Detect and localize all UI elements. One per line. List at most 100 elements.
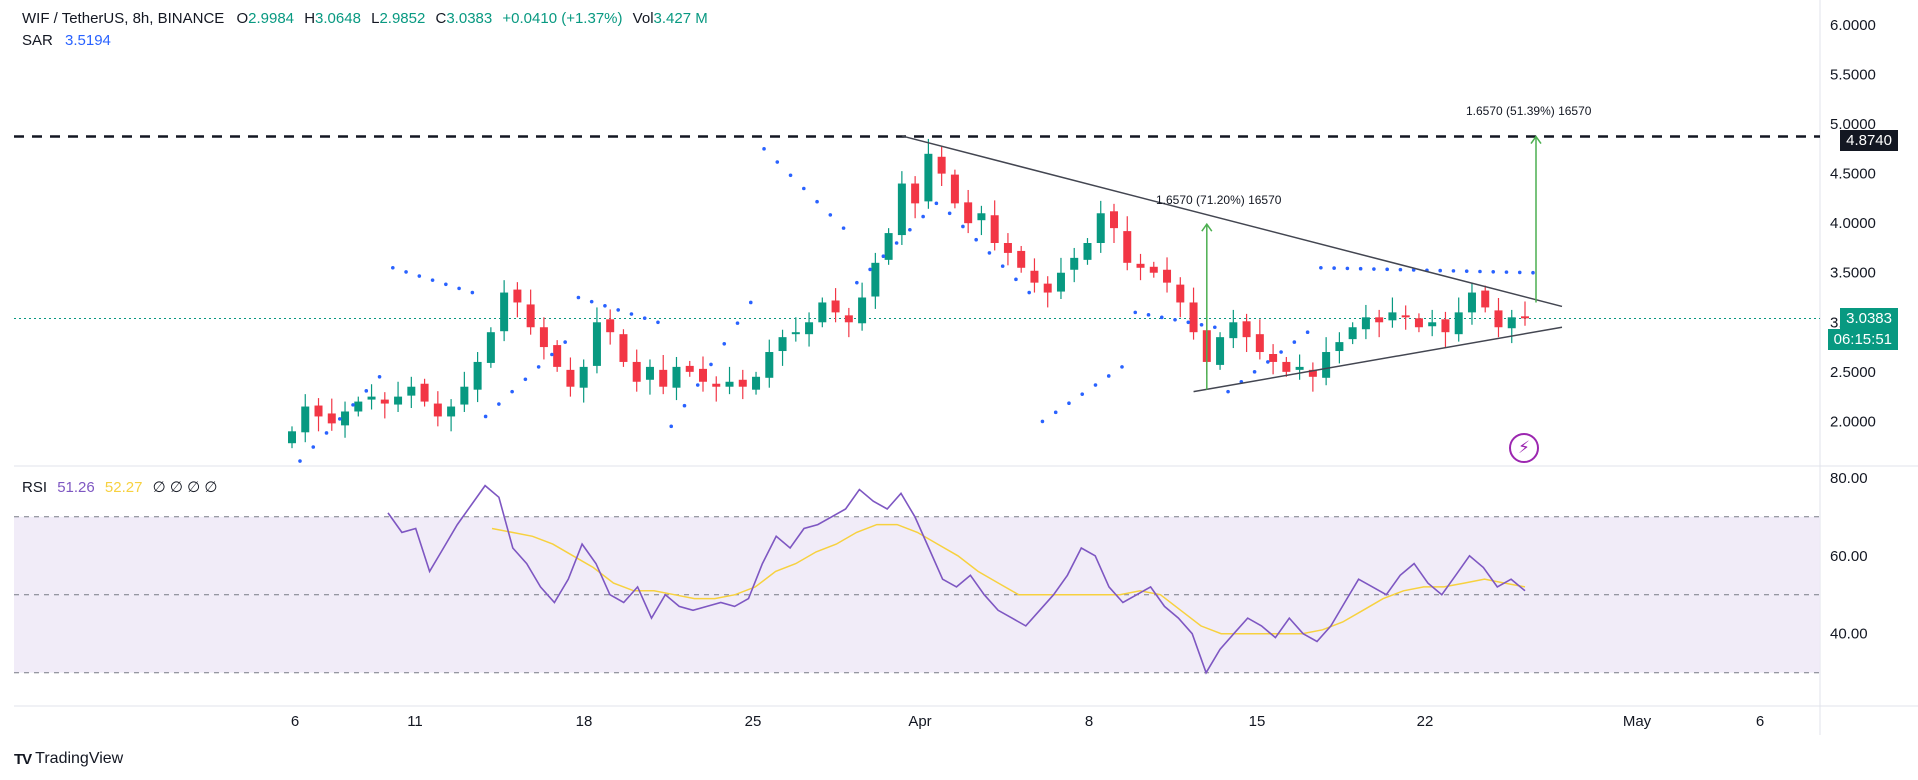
sar-dot	[1106, 374, 1111, 378]
sar-dot	[868, 267, 872, 272]
rsi-value: 51.26	[57, 479, 95, 496]
high-value: 3.0648	[315, 10, 361, 27]
sar-dot	[430, 278, 435, 282]
sar-dot	[510, 389, 514, 394]
candle-body	[1335, 342, 1344, 352]
price-tick-label: 4.5000	[1830, 166, 1876, 183]
sar-dot	[722, 341, 727, 346]
sar-dot	[709, 362, 713, 367]
sar-dot	[298, 459, 302, 463]
sar-dot	[404, 270, 408, 274]
candle-body	[1428, 322, 1437, 327]
sar-dot	[1040, 419, 1045, 424]
sar-dot	[1186, 320, 1191, 325]
candle-body	[897, 183, 906, 236]
candle-body	[433, 403, 442, 417]
sar-dot	[1027, 290, 1031, 295]
candle-body	[1308, 369, 1317, 377]
candle-body	[778, 337, 787, 352]
symbol-legend: WIF / TetherUS, 8h, BINANCE O2.9984 H3.0…	[22, 10, 708, 27]
rsi-ma-value: 52.27	[104, 479, 143, 496]
sar-dot	[682, 403, 687, 408]
candle-body	[685, 365, 694, 372]
low-label: L	[371, 10, 380, 27]
sar-dot	[391, 265, 395, 270]
high-label: H	[304, 10, 316, 27]
sar-dot	[1014, 277, 1018, 282]
sar-dot	[788, 173, 793, 178]
candle-body	[1096, 213, 1105, 243]
candle-body	[805, 322, 814, 335]
sar-dot	[987, 251, 992, 255]
candle-body	[950, 174, 959, 204]
candle-body	[619, 334, 628, 362]
candle-body	[1083, 243, 1092, 260]
sar-dot	[629, 312, 634, 316]
candle-body	[327, 413, 336, 424]
sar-dot	[1067, 401, 1071, 406]
open-label: O	[236, 10, 249, 27]
candle-body	[672, 366, 681, 388]
candle-body	[1521, 316, 1529, 319]
candle-body	[1348, 327, 1357, 340]
sar-dot	[324, 431, 329, 435]
rsi-label: RSI	[22, 479, 48, 496]
sar-dot	[377, 375, 382, 379]
candle-body	[553, 345, 562, 367]
sar-dot	[470, 290, 475, 295]
candle-body	[1375, 317, 1384, 323]
sar-dot	[642, 316, 647, 320]
sar-dot	[735, 321, 740, 325]
candle-body	[1361, 317, 1370, 330]
change-value: +0.0410 (+1.37%)	[502, 10, 623, 27]
candle-body	[1110, 211, 1118, 229]
open-value: 2.9984	[248, 10, 295, 27]
candle-body	[1056, 272, 1065, 292]
candle-body	[288, 431, 296, 444]
sar-dot	[908, 227, 912, 232]
rsi-tick-label: 60.00	[1830, 548, 1868, 565]
sar-dot	[894, 241, 899, 245]
candle-body	[606, 319, 615, 333]
candle-body	[818, 302, 827, 323]
measure-label-1: 1.6570 (71.20%) 16570	[1156, 193, 1282, 207]
candle-body	[592, 322, 601, 366]
candle-body	[659, 369, 668, 387]
measure-arrow-1-head	[1201, 222, 1213, 232]
measure-arrow-2-head	[1530, 135, 1542, 144]
close-label: C	[435, 10, 447, 27]
candle-body	[1454, 312, 1463, 335]
sar-dot	[1252, 370, 1257, 374]
candle-body	[632, 361, 641, 382]
candle-body	[354, 401, 363, 412]
sar-dot	[762, 147, 766, 151]
sar-dot	[417, 274, 422, 278]
sar-dot	[1266, 360, 1270, 364]
sar-dot	[1000, 264, 1005, 268]
candle-body	[1229, 322, 1238, 339]
candle-body	[858, 297, 867, 324]
sar-dot	[1451, 269, 1456, 273]
sar-dot	[961, 224, 965, 229]
sar-dot	[589, 299, 594, 304]
candle-body	[566, 369, 575, 387]
time-tick-label: 15	[1249, 713, 1266, 730]
candle-body	[699, 368, 707, 382]
sar-dot	[881, 254, 886, 259]
sar-dot	[656, 320, 660, 325]
rsi-extra-values: ∅ ∅ ∅ ∅	[152, 479, 218, 496]
sar-dot	[974, 237, 978, 242]
sar-value: 3.5194	[65, 32, 111, 49]
candle-body	[1136, 263, 1145, 268]
candle-body	[911, 183, 920, 204]
descending-trendline	[901, 135, 1563, 308]
candle-body	[924, 153, 933, 202]
candle-body	[1481, 290, 1490, 308]
candle-body	[473, 361, 482, 390]
sar-dot	[802, 186, 806, 191]
candle-body	[1441, 319, 1450, 333]
tradingview-brand[interactable]: TV TradingView	[14, 750, 123, 768]
sar-dot	[1517, 270, 1522, 275]
lightning-icon[interactable]: ⚡	[1509, 433, 1539, 463]
